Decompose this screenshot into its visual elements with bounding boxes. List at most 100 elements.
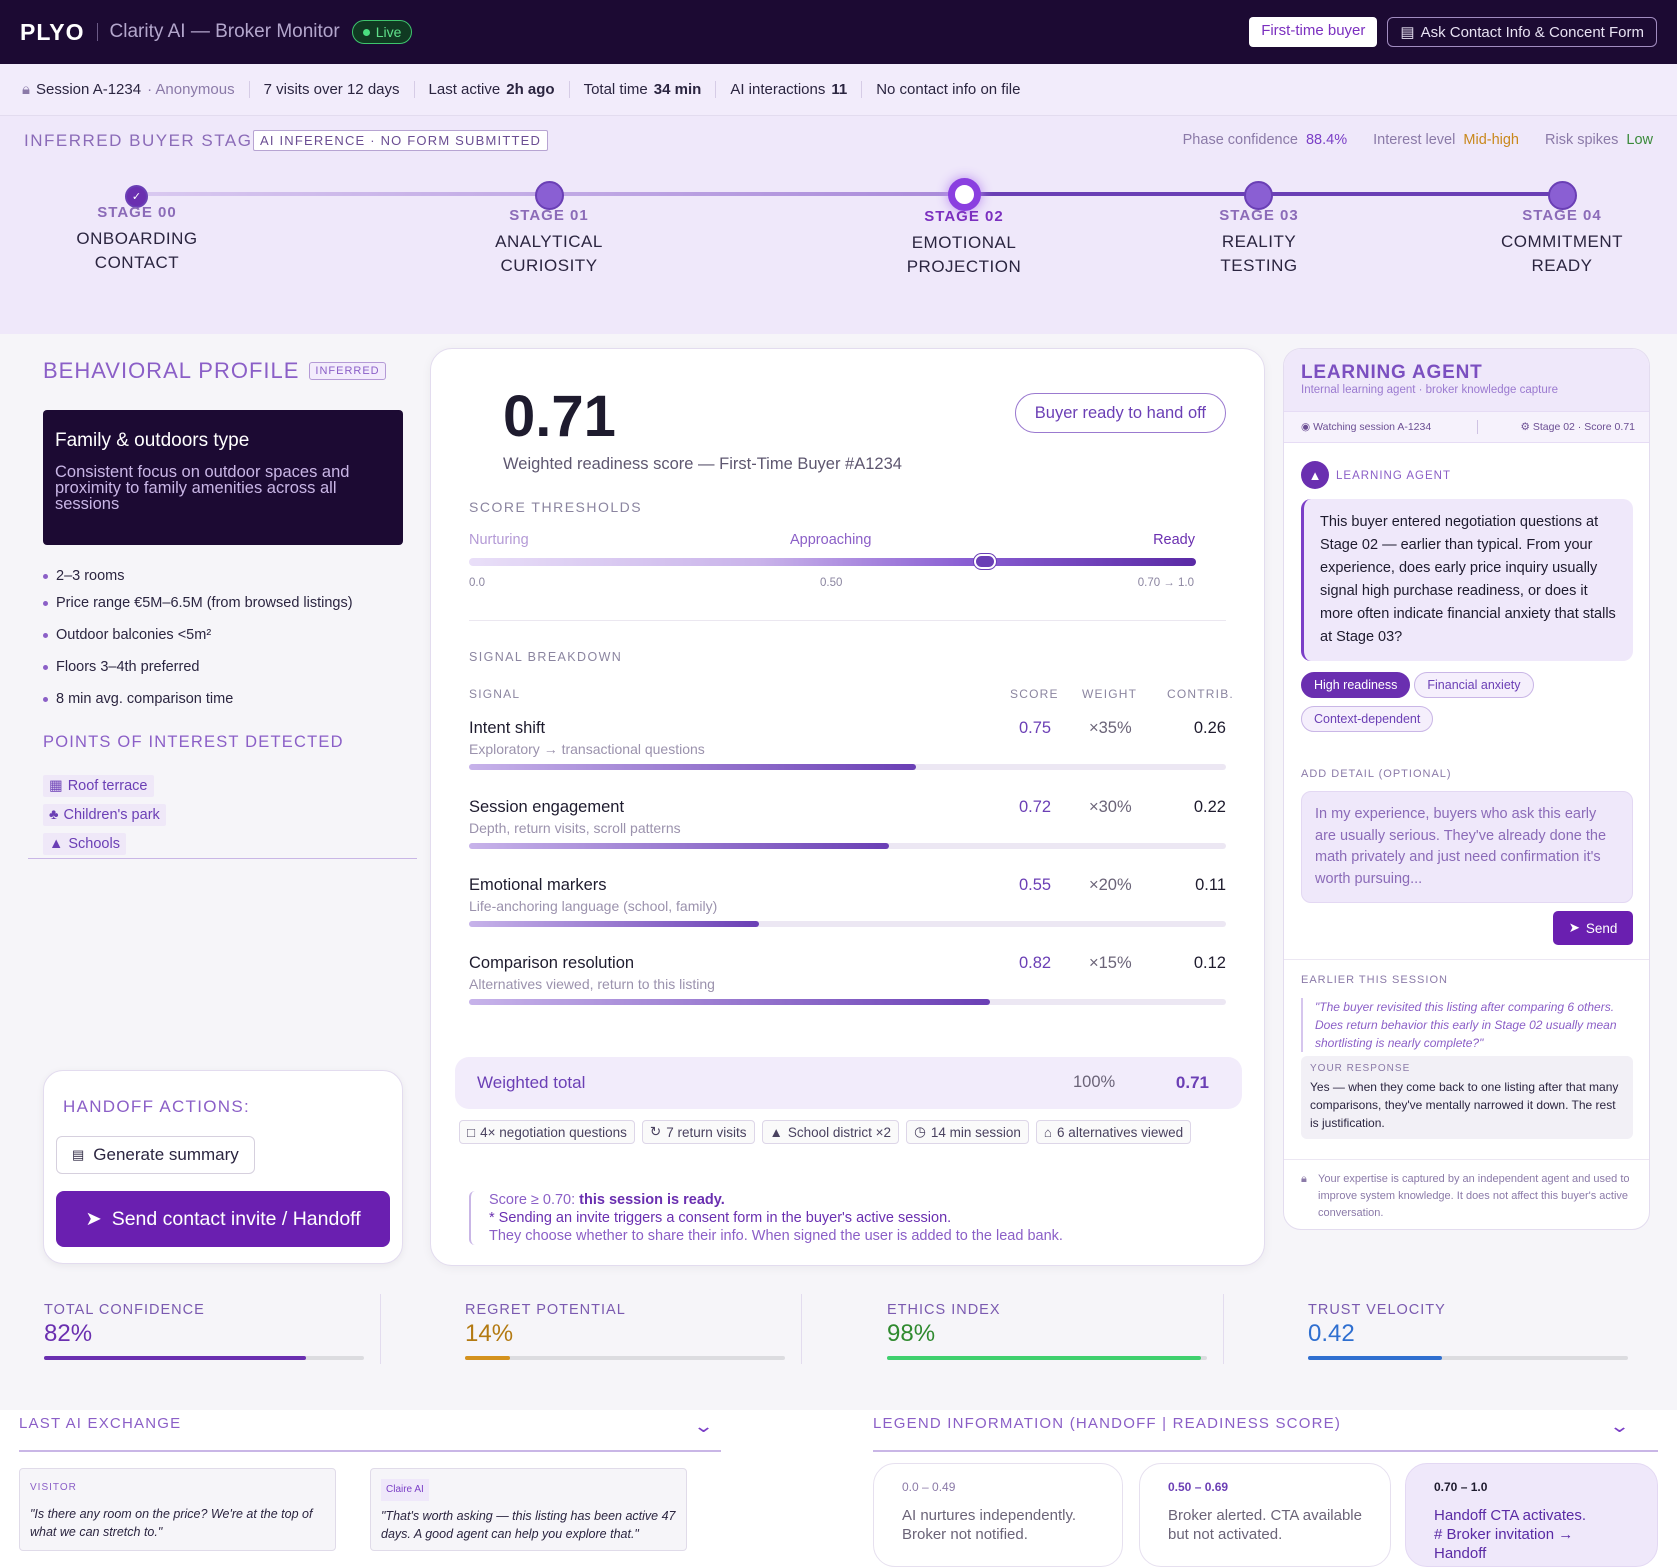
building-icon: ▦ [49,778,63,794]
breakdown-title: SIGNAL BREAKDOWN [469,650,623,664]
school-icon: ▲ [49,836,64,852]
signal-bar [469,843,1226,849]
signal-row: Comparison resolution Alternatives viewed… [469,954,1226,1014]
divider [19,1450,721,1452]
phase-confidence: Phase confidence 88.4% [1183,132,1347,148]
watching-label: Watching session A-1234 [1313,421,1432,433]
visits: 7 visits over 12 days [250,81,415,98]
anonymous-label: · Anonymous [147,81,235,98]
metric-ethics-index: ETHICS INDEX 98% [887,1302,1217,1360]
stage-name: TESTING [1220,256,1298,275]
stage-01[interactable]: STAGE 01 ANALYTICAL CURIOSITY [439,207,659,278]
document-icon: ▤ [1400,24,1415,41]
stage-04-node[interactable] [1548,181,1577,210]
note-line: They choose whether to share their info.… [489,1228,1063,1244]
phase-confidence-value: 88.4% [1305,132,1348,148]
eye-icon: ◉ [1301,421,1311,433]
last-active-label: Last active [428,81,501,98]
send-invite-label: Send contact invite / Handoff [111,1207,361,1230]
stage-number: STAGE 04 [1522,207,1602,224]
signal-score: 0.82 [1019,954,1052,972]
signal-weight: ×15% [1089,954,1132,972]
stage-name: REALITY [1221,232,1297,251]
stage-name: PROJECTION [906,257,1022,276]
ask-contact-button[interactable]: ▤ Ask Contact Info & Concent Form [1387,17,1657,47]
chip-label: 6 alternatives viewed [1057,1124,1184,1140]
stage-score-label: Stage 02 · Score 0.71 [1532,421,1635,433]
tree-icon: ♣ [49,807,59,823]
metric-bar [887,1356,1207,1360]
stage-03[interactable]: STAGE 03 REALITY TESTING [1149,207,1369,278]
stage-00[interactable]: STAGE 00 ONBOARDING CONTACT [27,204,247,275]
buyer-type-title: Family & outdoors type [55,430,250,451]
chevron-down-icon[interactable]: ⌄ [1608,1416,1631,1436]
send-invite-button[interactable]: ➤ Send contact invite / Handoff [56,1191,390,1247]
score-marker [974,554,997,569]
list-item: Price range €5M–6.5M (from browsed listi… [43,595,353,611]
lock-icon: 🔒︎ [1301,1173,1307,1185]
pill-high-readiness[interactable]: High readiness [1301,672,1411,698]
ai-interactions: AI interactions 11 [716,81,863,98]
signal-name: Intent shift [469,719,546,737]
pill-financial-anxiety[interactable]: Financial anxiety [1414,672,1534,698]
total-time-value: 34 min [653,81,702,98]
readiness-label: Weighted readiness score — First-Time Bu… [503,455,902,473]
send-button[interactable]: ➤ Send [1553,911,1633,945]
stage-02-current-node[interactable] [948,178,981,211]
poi-item[interactable]: ♣ Children's park [43,804,166,826]
list-item: 2–3 rooms [43,568,125,584]
metric-regret-potential: REGRET POTENTIAL 14% [465,1302,795,1360]
metric-title: TRUST VELOCITY [1308,1302,1446,1318]
clock-icon: ◷ [914,1124,926,1139]
stage-04[interactable]: STAGE 04 COMMITMENT READY [1452,207,1672,278]
pill-context-dependent[interactable]: Context-dependent [1301,706,1434,732]
agent-header [1284,349,1649,411]
send-label: Send [1585,920,1618,936]
response-text: Yes — when they come back to one listing… [1310,1080,1619,1130]
detail-textarea[interactable]: In my experience, buyers who ask this ea… [1301,791,1633,903]
metric-bar [1308,1356,1628,1360]
ready-handoff-button[interactable]: Buyer ready to hand off [1014,393,1226,433]
agent-status-bar: ◉ Watching session A-1234 ⚙ Stage 02 · S… [1284,411,1649,443]
signal-contrib: 0.12 [1193,954,1226,972]
ask-contact-label: Ask Contact Info & Concent Form [1420,23,1644,41]
phase-confidence-label: Phase confidence [1182,132,1298,148]
gear-icon: ⚙ [1520,421,1530,433]
risk-spikes-value: Low [1626,132,1653,148]
legend-line: Handoff CTA activates. [1434,1507,1587,1524]
poi-item[interactable]: ▲ Schools [43,833,126,855]
legend-line: Broker alerted. CTA available [1168,1507,1362,1524]
buyer-type-tag[interactable]: First-time buyer [1249,17,1378,47]
signal-name: Emotional markers [469,876,607,894]
stage-name: CONTACT [94,253,180,272]
poi-item[interactable]: ▦ Roof terrace [43,775,154,797]
chat-icon: □ [467,1124,476,1140]
score-card: 0.71 Weighted readiness score — First-Ti… [430,348,1265,1266]
chip: ▲ School district ×2 [761,1120,900,1144]
metric-total-confidence: TOTAL CONFIDENCE 82% [44,1302,374,1360]
session-id-text: Session A-1234 [35,81,142,98]
stage-name: COMMITMENT [1500,232,1624,251]
note-prefix: Score ≥ 0.70: [489,1192,580,1208]
chevron-down-icon[interactable]: ⌄ [692,1416,715,1436]
stage-00-check-icon[interactable]: ✓ [125,185,148,208]
legend-card-low: 0.0 – 0.49 AI nurtures independently. Bro… [873,1463,1123,1567]
stage-02[interactable]: STAGE 02 EMOTIONAL PROJECTION [854,208,1074,279]
generate-summary-button[interactable]: ▤ Generate summary [56,1136,255,1174]
interest-level-value: Mid-high [1463,132,1519,148]
ai-message: Claire AI "That's worth asking — this li… [370,1468,687,1551]
signal-score: 0.75 [1019,719,1052,737]
stage-01-node[interactable] [535,181,564,210]
ai-label: Claire AI [381,1479,429,1501]
signal-subtitle: Exploratory → transactional questions [469,741,705,757]
legend-line: # Broker invitation → Handoff [1434,1526,1574,1562]
stage-area: INFERRED BUYER STAGE AI INFERENCE · NO F… [0,116,1677,334]
stage-name: EMOTIONAL [911,233,1017,252]
weighted-total-value: 0.71 [1175,1073,1209,1092]
agent-avatar-icon: ▲ [1301,461,1329,489]
weighted-total-row: Weighted total 100% 0.71 [455,1057,1242,1109]
lock-icon: 🔒︎ [22,81,30,98]
legend-line: but not activated. [1168,1526,1283,1543]
chip-label: 7 return visits [666,1124,747,1140]
stage-03-node[interactable] [1244,181,1273,210]
